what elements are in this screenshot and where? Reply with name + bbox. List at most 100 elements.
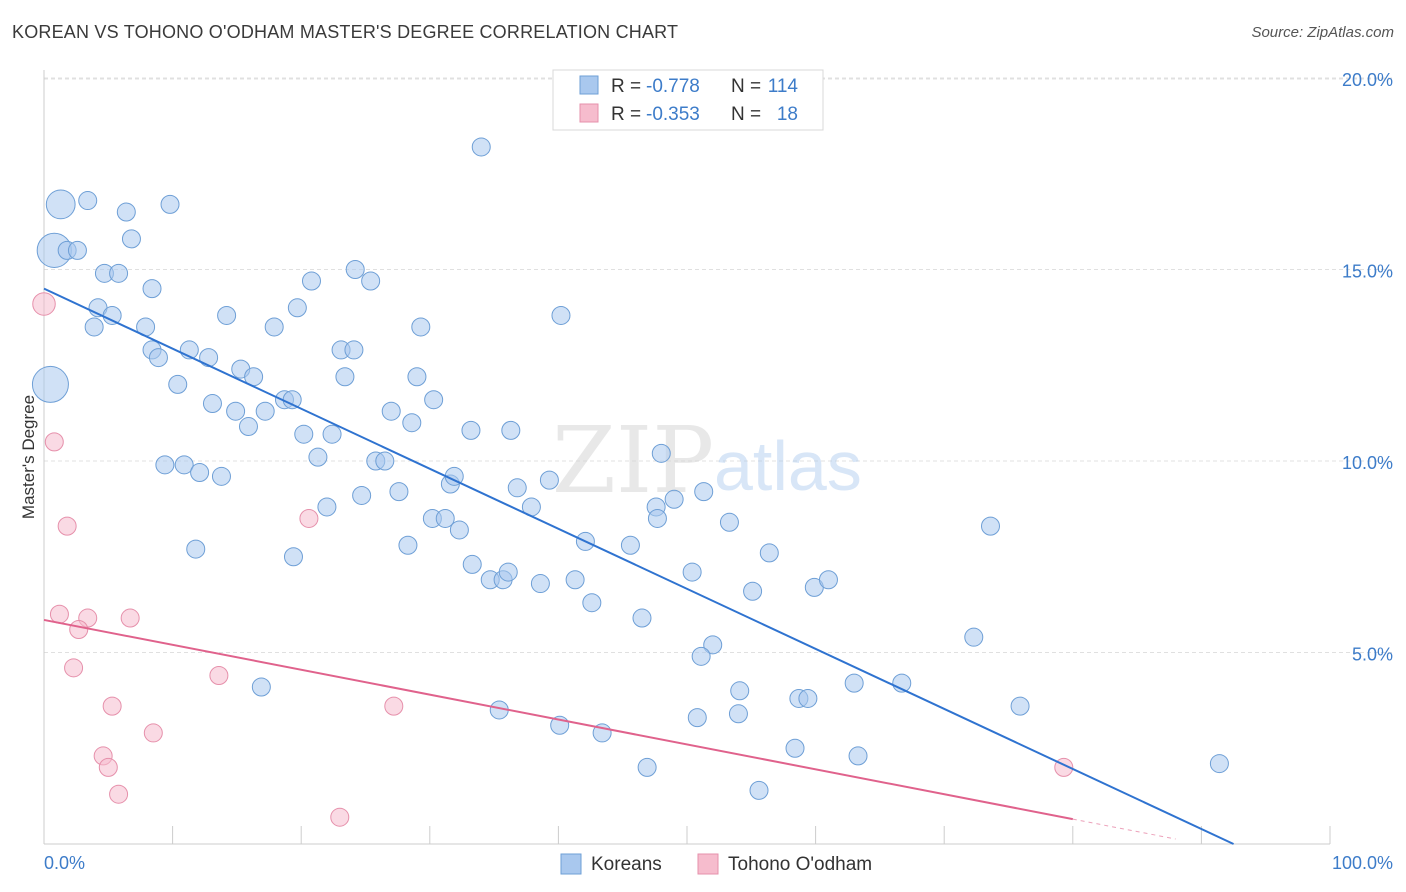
y-tick-labels: 5.0% 10.0% 15.0% 20.0% (1342, 70, 1393, 665)
watermark-zip: ZIP (552, 407, 714, 514)
koreans-point-76 (398, 535, 418, 555)
legend-r-value-koreans: -0.778 (646, 76, 700, 97)
legend-n-label-tohono: N = (731, 104, 761, 125)
koreans-point-42 (424, 390, 444, 410)
koreans-point-62 (507, 478, 527, 498)
koreans-point-52 (155, 455, 175, 475)
koreans-point-46 (322, 424, 342, 444)
koreans-point-90 (743, 581, 763, 601)
koreans-point-20 (287, 298, 307, 318)
koreans-point-11 (142, 279, 162, 299)
tohono-point-4 (49, 604, 69, 624)
koreans-point-16 (102, 305, 122, 325)
trend-line-tohono-extension (1072, 818, 1176, 840)
koreans-point-4 (471, 137, 491, 157)
koreans-point-98 (730, 681, 750, 701)
tohono-point-14 (98, 757, 118, 777)
koreans-point-97 (251, 677, 271, 697)
koreans-point-12 (301, 271, 321, 291)
tohono-point-1 (44, 432, 64, 452)
tohono-point-2 (57, 516, 77, 536)
koreans-point-7 (67, 240, 87, 260)
koreans-point-104 (1010, 696, 1030, 716)
koreans-point-93 (703, 635, 723, 655)
koreans-point-51 (375, 451, 395, 471)
watermark: ZIP atlas (552, 407, 862, 514)
tohono-point-10 (102, 696, 122, 716)
trend-line-tohono (43, 618, 1073, 821)
koreans-point-86 (682, 562, 702, 582)
koreans-point-43 (238, 417, 258, 437)
trend-line-koreans (43, 287, 1234, 845)
koreans-point-60 (352, 485, 372, 505)
legend-r-label-koreans: R = (611, 76, 641, 97)
koreans-point-44 (402, 413, 422, 433)
koreans-point-67 (694, 482, 714, 502)
koreans-point-110 (1209, 754, 1229, 774)
koreans-point-64 (317, 497, 337, 517)
legend-n-label-koreans: N = (731, 76, 761, 97)
series-koreans-points (31, 137, 1229, 800)
koreans-point-109 (637, 757, 657, 777)
koreans-point-71 (647, 508, 667, 528)
koreans-point-10 (109, 263, 129, 283)
x-tick-label-max: 100.0% (1332, 853, 1393, 873)
legend-r-label-tohono: R = (611, 104, 641, 125)
koreans-point-55 (211, 466, 231, 486)
series-tohono-points (32, 292, 1074, 827)
legend-r-value-tohono: -0.353 (646, 104, 700, 125)
chart-title: KOREAN VS TOHONO O'ODHAM MASTER'S DEGREE… (12, 22, 679, 42)
koreans-point-111 (749, 780, 769, 800)
tohono-point-3 (299, 508, 319, 528)
legend-n-value-koreans: 114 (768, 76, 799, 97)
koreans-point-100 (798, 688, 818, 708)
koreans-point-54 (190, 462, 210, 482)
koreans-point-41 (381, 401, 401, 421)
koreans-point-108 (848, 746, 868, 766)
y-tick-label-5: 5.0% (1352, 645, 1393, 665)
koreans-point-73 (980, 516, 1000, 536)
koreans-point-83 (498, 562, 518, 582)
koreans-point-72 (719, 512, 739, 532)
koreans-point-21 (264, 317, 284, 337)
koreans-point-88 (818, 570, 838, 590)
koreans-point-59 (651, 443, 671, 463)
trend-lines (43, 287, 1234, 845)
koreans-point-92 (964, 627, 984, 647)
koreans-point-0 (45, 189, 76, 220)
tohono-point-6 (120, 608, 140, 628)
koreans-point-78 (620, 535, 640, 555)
koreans-point-66 (664, 489, 684, 509)
koreans-point-40 (282, 390, 302, 410)
koreans-point-17 (84, 317, 104, 337)
y-tick-label-15: 15.0% (1342, 262, 1393, 282)
legend-n-value-tohono: 18 (777, 104, 798, 125)
legend: R = -0.778 N = 114 R = -0.353 N = 18 (552, 69, 824, 131)
tohono-point-7 (69, 620, 89, 640)
bottom-legend-tohono: Tohono O'odham (728, 854, 872, 875)
koreans-point-58 (539, 470, 559, 490)
koreans-point-80 (462, 554, 482, 574)
koreans-point-91 (632, 608, 652, 628)
koreans-point-84 (530, 574, 550, 594)
koreans-point-23 (551, 305, 571, 325)
koreans-point-37 (226, 401, 246, 421)
koreans-point-27 (199, 348, 219, 368)
tohono-point-11 (384, 696, 404, 716)
koreans-point-103 (728, 704, 748, 724)
koreans-point-33 (407, 367, 427, 387)
tohono-point-12 (143, 723, 163, 743)
koreans-point-70 (449, 520, 469, 540)
legend-swatch-koreans (579, 75, 599, 95)
koreans-point-3 (160, 194, 180, 214)
koreans-point-2 (116, 202, 136, 222)
koreans-point-22 (411, 317, 431, 337)
koreans-point-107 (785, 738, 805, 758)
koreans-point-38 (255, 401, 275, 421)
koreans-point-85 (565, 570, 585, 590)
bottom-legend-koreans: Koreans (591, 854, 662, 875)
koreans-point-25 (148, 348, 168, 368)
koreans-point-49 (308, 447, 328, 467)
watermark-atlas: atlas (714, 427, 862, 505)
